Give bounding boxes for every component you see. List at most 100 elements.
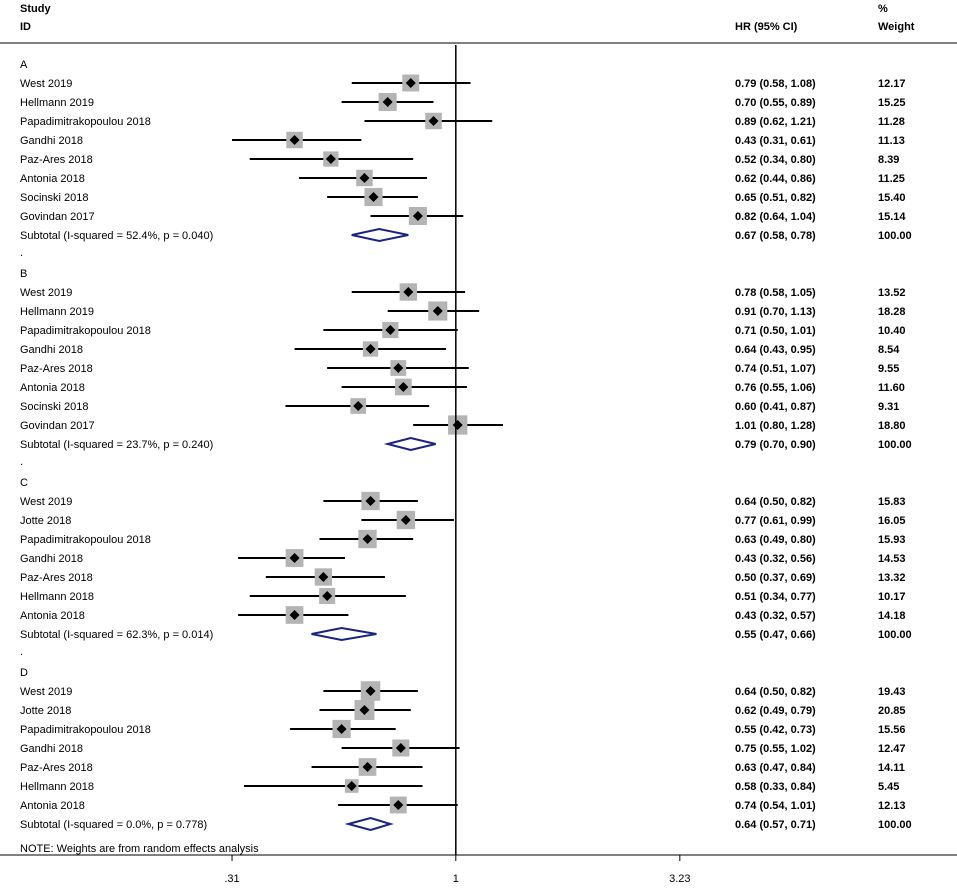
- footnote: NOTE: Weights are from random effects an…: [20, 843, 259, 855]
- ci-text: 0.58 (0.33, 0.84): [735, 781, 816, 793]
- group-label-c: C: [20, 477, 28, 489]
- study-label: Gandhi 2018: [20, 344, 83, 356]
- weight-text: 11.13: [878, 135, 905, 147]
- point-estimate: [359, 173, 370, 183]
- weight-text: 15.56: [878, 724, 906, 736]
- ci-text: 0.63 (0.49, 0.80): [735, 534, 816, 546]
- group-label-a: A: [20, 59, 28, 71]
- weight-text: 5.45: [878, 781, 899, 793]
- study-label: Paz-Ares 2018: [20, 572, 93, 584]
- ci-text: 0.82 (0.64, 1.04): [735, 211, 816, 223]
- point-estimate: [322, 591, 333, 601]
- study-label: Jotte 2018: [20, 515, 71, 527]
- study-label: Antonia 2018: [20, 610, 85, 622]
- ci-text: 1.01 (0.80, 1.28): [735, 420, 816, 432]
- x-tick-label: 3.23: [669, 873, 690, 885]
- ci-text: 0.50 (0.37, 0.69): [735, 572, 816, 584]
- subtotal-diamond: [344, 816, 394, 832]
- point-estimate: [385, 325, 396, 335]
- ci-text: 0.91 (0.70, 1.13): [735, 306, 816, 318]
- subtotal-label: Subtotal (I-squared = 0.0%, p = 0.778): [20, 819, 207, 831]
- ci-text: 0.74 (0.54, 1.01): [735, 800, 816, 812]
- x-tick-label: 1: [453, 873, 459, 885]
- study-label: Hellmann 2018: [20, 781, 94, 793]
- group-label-b: B: [20, 268, 27, 280]
- subtotal-diamond: [383, 436, 436, 452]
- study-label: Antonia 2018: [20, 382, 85, 394]
- point-estimate: [400, 515, 411, 525]
- ci-text: 0.64 (0.50, 0.82): [735, 496, 816, 508]
- group-separator: .: [20, 456, 23, 468]
- subtotal-label: Subtotal (I-squared = 52.4%, p = 0.040): [20, 230, 213, 242]
- weight-text: 12.47: [878, 743, 906, 755]
- study-label: Govindan 2017: [20, 420, 95, 432]
- ci-text: 0.43 (0.32, 0.56): [735, 553, 816, 565]
- point-estimate: [393, 363, 404, 373]
- study-label: Gandhi 2018: [20, 743, 83, 755]
- point-estimate: [365, 686, 376, 696]
- ci-text: 0.62 (0.49, 0.79): [735, 705, 816, 717]
- subtotal-weight-text: 100.00: [878, 819, 912, 831]
- ci-text: 0.62 (0.44, 0.86): [735, 173, 816, 185]
- weight-text: 18.28: [878, 306, 906, 318]
- weight-text: 15.83: [878, 496, 906, 508]
- ci-text: 0.43 (0.31, 0.61): [735, 135, 816, 147]
- weight-text: 9.31: [878, 401, 899, 413]
- ci-text: 0.77 (0.61, 0.99): [735, 515, 816, 527]
- weight-text: 14.53: [878, 553, 906, 565]
- ci-text: 0.65 (0.51, 0.82): [735, 192, 816, 204]
- subtotal-ci-text: 0.67 (0.58, 0.78): [735, 230, 816, 242]
- weight-text: 13.32: [878, 572, 906, 584]
- weight-text: 15.40: [878, 192, 906, 204]
- point-estimate: [398, 382, 409, 392]
- subtotal-label: Subtotal (I-squared = 62.3%, p = 0.014): [20, 629, 213, 641]
- weight-text: 12.13: [878, 800, 906, 812]
- point-estimate: [395, 743, 406, 753]
- study-label: Papadimitrakopoulou 2018: [20, 534, 151, 546]
- weight-text: 10.17: [878, 591, 906, 603]
- study-label: Govindan 2017: [20, 211, 95, 223]
- study-label: West 2019: [20, 287, 72, 299]
- point-estimate: [382, 97, 393, 107]
- study-label: Antonia 2018: [20, 173, 85, 185]
- ci-text: 0.70 (0.55, 0.89): [735, 97, 816, 109]
- ci-text: 0.64 (0.50, 0.82): [735, 686, 816, 698]
- point-estimate: [318, 572, 329, 582]
- point-estimate: [393, 800, 404, 810]
- point-estimate: [362, 762, 373, 772]
- study-label: Hellmann 2019: [20, 97, 94, 109]
- weight-text: 11.25: [878, 173, 905, 185]
- study-label: West 2019: [20, 78, 72, 90]
- study-label: Paz-Ares 2018: [20, 154, 93, 166]
- point-estimate: [346, 781, 357, 791]
- header-hr: HR (95% CI): [735, 21, 798, 33]
- x-tick-label: .31: [224, 873, 239, 885]
- header-id: ID: [20, 21, 31, 33]
- point-estimate: [325, 154, 336, 164]
- point-estimate: [289, 610, 300, 620]
- header-study: Study: [20, 3, 51, 15]
- subtotal-diamond: [311, 626, 377, 642]
- point-estimate: [365, 344, 376, 354]
- weight-text: 14.18: [878, 610, 906, 622]
- study-label: West 2019: [20, 686, 72, 698]
- ci-text: 0.51 (0.34, 0.77): [735, 591, 816, 603]
- point-estimate: [432, 306, 443, 316]
- ci-text: 0.55 (0.42, 0.73): [735, 724, 816, 736]
- ci-text: 0.78 (0.58, 1.05): [735, 287, 816, 299]
- weight-text: 13.52: [878, 287, 906, 299]
- study-label: West 2019: [20, 496, 72, 508]
- weight-text: 18.80: [878, 420, 906, 432]
- header-weight: Weight: [878, 21, 915, 33]
- subtotal-weight-text: 100.00: [878, 439, 912, 451]
- ci-text: 0.71 (0.50, 1.01): [735, 325, 816, 337]
- study-label: Socinski 2018: [20, 192, 89, 204]
- study-label: Papadimitrakopoulou 2018: [20, 724, 151, 736]
- group-label-d: D: [20, 667, 28, 679]
- point-estimate: [336, 724, 347, 734]
- point-estimate: [362, 534, 373, 544]
- weight-text: 11.28: [878, 116, 905, 128]
- weight-text: 10.40: [878, 325, 906, 337]
- header-pct: %: [878, 3, 888, 15]
